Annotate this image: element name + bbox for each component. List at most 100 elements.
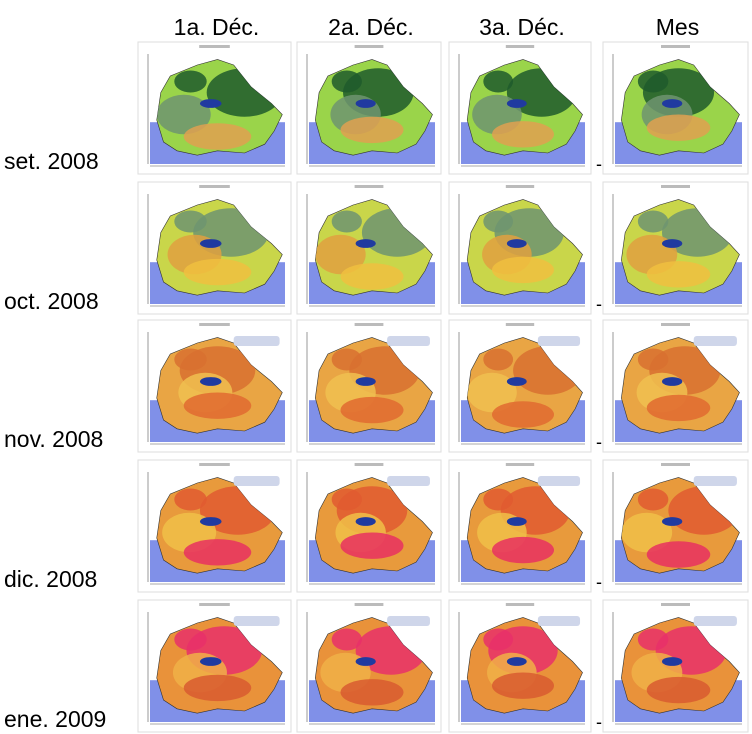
map-zone (183, 123, 252, 150)
lake (506, 517, 527, 526)
map-zone (646, 541, 711, 568)
map-title-blur (354, 185, 384, 188)
logo (537, 616, 581, 626)
map-zone (483, 70, 514, 93)
map-thumbnail (602, 41, 749, 175)
map-title-blur (661, 463, 690, 466)
lake (199, 239, 222, 248)
row-label: dic. 2008 (4, 566, 98, 592)
map-title-blur (661, 323, 690, 326)
map-zone (637, 628, 669, 651)
map-zone (483, 628, 514, 651)
map-zone (492, 536, 554, 564)
map-thumbnail (137, 599, 292, 733)
map-title-blur (505, 603, 535, 606)
map-thumbnail (296, 41, 442, 175)
map-zone (174, 210, 207, 233)
map-thumbnail (602, 459, 749, 593)
lake (355, 239, 376, 248)
logo (693, 476, 737, 486)
lake (506, 377, 527, 386)
column-header: 3a. Déc. (479, 14, 565, 40)
lake (661, 239, 683, 248)
map-title-blur (354, 603, 384, 606)
map-thumbnail (448, 459, 592, 593)
lake (199, 657, 222, 666)
map-zone (174, 70, 207, 93)
map-zone (174, 628, 207, 651)
row-separator: - (596, 294, 602, 314)
map-title-blur (199, 463, 230, 466)
map-zone (156, 94, 211, 135)
map-zones (621, 486, 740, 568)
row-label: ene. 2009 (4, 706, 107, 732)
map-zones (637, 68, 715, 141)
lake (355, 517, 376, 526)
map-zone (492, 401, 554, 428)
map-title-blur (661, 185, 690, 188)
map-zone (331, 488, 362, 511)
column-header: 1a. Déc. (173, 14, 260, 40)
map-title-blur (199, 45, 230, 48)
map-zones (467, 346, 583, 428)
map-title-blur (199, 185, 230, 188)
map-thumbnail (137, 319, 292, 453)
map-thumbnail (448, 319, 592, 453)
logo (233, 336, 280, 346)
map-zone (646, 394, 711, 422)
lake (661, 99, 683, 108)
map-zone (340, 396, 404, 424)
logo (387, 336, 430, 346)
lake (506, 657, 527, 666)
map-zone (315, 234, 366, 275)
map-title-blur (505, 45, 535, 48)
map-title-blur (661, 45, 690, 48)
map-zones (156, 68, 283, 150)
map-thumbnail (296, 181, 442, 315)
map-zone (637, 348, 669, 371)
map-zone (483, 488, 514, 511)
logo (693, 616, 737, 626)
column-header: 2a. Déc. (328, 14, 414, 40)
lake (661, 657, 683, 666)
map-zone (174, 488, 207, 511)
map-zone (637, 70, 669, 93)
logo (233, 616, 280, 626)
map-zone (483, 348, 514, 371)
map-title-blur (505, 463, 535, 466)
logo (387, 476, 430, 486)
map-thumbnail (137, 41, 292, 175)
map-zones (483, 626, 558, 699)
map-zone (467, 372, 517, 413)
row-label: set. 2008 (4, 148, 99, 174)
lake (199, 377, 222, 386)
map-zone (174, 348, 207, 371)
row-separator: - (596, 154, 602, 174)
lake (355, 377, 376, 386)
logo (387, 616, 430, 626)
map-zone (646, 261, 711, 288)
map-zone (483, 210, 514, 233)
map-zone (646, 114, 711, 141)
map-title-blur (661, 603, 690, 606)
map-thumbnail (602, 181, 749, 315)
row-label: nov. 2008 (4, 426, 104, 452)
map-zone (183, 258, 252, 286)
lake (355, 657, 376, 666)
logo (537, 476, 581, 486)
map-zones (174, 346, 256, 419)
lake (661, 377, 683, 386)
column-header: Mes (655, 14, 700, 40)
map-thumbnail (296, 319, 442, 453)
map-zone (340, 532, 404, 559)
map-zone (637, 210, 669, 233)
row-separator: - (596, 712, 602, 732)
map-thumbnail (602, 319, 749, 453)
logo (537, 336, 581, 346)
map-title-blur (505, 323, 535, 326)
lake (199, 99, 222, 108)
map-zone (331, 210, 362, 233)
logo (233, 476, 280, 486)
